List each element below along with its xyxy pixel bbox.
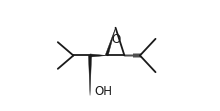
Polygon shape <box>90 54 107 57</box>
Polygon shape <box>105 28 116 56</box>
Text: O: O <box>111 33 120 46</box>
Text: OH: OH <box>94 84 112 98</box>
Polygon shape <box>88 56 92 95</box>
